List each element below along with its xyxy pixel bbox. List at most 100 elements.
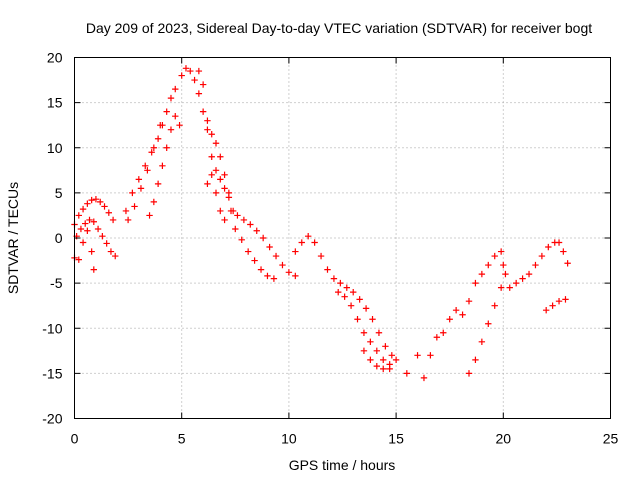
data-point bbox=[324, 266, 331, 273]
data-point bbox=[99, 232, 106, 240]
data-point bbox=[150, 198, 158, 206]
data-point bbox=[135, 176, 143, 183]
data-point bbox=[178, 72, 185, 79]
data-point bbox=[167, 94, 175, 102]
y-tick-label: 20 bbox=[47, 50, 63, 66]
data-point bbox=[485, 320, 492, 327]
data-point bbox=[420, 374, 428, 382]
data-point bbox=[77, 225, 85, 233]
data-points-layer bbox=[71, 65, 571, 382]
data-point bbox=[472, 279, 479, 287]
data-point bbox=[187, 67, 194, 75]
data-point bbox=[478, 338, 486, 345]
data-point bbox=[212, 189, 220, 197]
data-point bbox=[382, 343, 389, 350]
data-point bbox=[172, 85, 179, 93]
data-point bbox=[502, 270, 509, 278]
data-point bbox=[221, 171, 228, 179]
series-arc-2 bbox=[71, 227, 97, 273]
data-point bbox=[347, 302, 355, 309]
data-point bbox=[150, 144, 158, 151]
data-point bbox=[373, 362, 381, 370]
y-tick-label: -10 bbox=[42, 320, 62, 336]
data-point bbox=[497, 248, 505, 255]
data-point bbox=[369, 316, 376, 323]
data-point bbox=[159, 162, 166, 169]
data-point bbox=[532, 261, 539, 269]
data-point bbox=[79, 239, 87, 246]
series-arc-1 bbox=[71, 195, 117, 228]
data-point bbox=[221, 216, 228, 224]
data-point bbox=[240, 216, 248, 224]
data-point bbox=[109, 216, 117, 224]
data-point bbox=[375, 329, 383, 336]
data-point bbox=[225, 194, 233, 201]
data-point bbox=[491, 302, 498, 309]
y-tick-label: -5 bbox=[50, 275, 63, 291]
data-point bbox=[272, 252, 280, 260]
data-point bbox=[386, 365, 393, 373]
x-tick-label: 5 bbox=[178, 431, 186, 447]
series-arc-12 bbox=[292, 232, 396, 359]
y-axis: -20 -15 -10 -5 0 5 10 15 20 bbox=[42, 50, 611, 427]
data-point bbox=[92, 195, 100, 203]
y-tick-label: -20 bbox=[42, 411, 62, 427]
data-point bbox=[88, 248, 95, 255]
data-point bbox=[90, 266, 97, 273]
data-point bbox=[350, 288, 357, 296]
data-point bbox=[217, 207, 224, 215]
data-point bbox=[343, 284, 350, 291]
data-point bbox=[75, 212, 82, 219]
data-point bbox=[465, 297, 473, 305]
data-point bbox=[129, 189, 136, 197]
series-arc-8 bbox=[195, 67, 228, 224]
y-axis-label: SDTVAR / TECUs bbox=[5, 182, 21, 294]
data-point bbox=[279, 261, 286, 269]
data-point bbox=[232, 225, 239, 233]
data-point bbox=[478, 270, 486, 278]
data-point bbox=[555, 239, 563, 246]
data-point bbox=[79, 205, 87, 213]
x-axis: 0 5 10 15 20 25 bbox=[71, 57, 619, 447]
data-point bbox=[163, 108, 170, 115]
data-point bbox=[545, 243, 552, 251]
data-point bbox=[199, 108, 207, 115]
data-point bbox=[163, 144, 170, 151]
data-point bbox=[142, 162, 149, 169]
data-point bbox=[497, 284, 505, 291]
series-arc-20 bbox=[555, 239, 571, 267]
data-point bbox=[356, 296, 363, 303]
data-point bbox=[176, 121, 183, 129]
data-point bbox=[253, 227, 260, 234]
x-tick-label: 25 bbox=[603, 431, 619, 447]
x-tick-label: 20 bbox=[496, 431, 512, 447]
data-point bbox=[354, 316, 361, 323]
data-point bbox=[204, 126, 211, 133]
data-point bbox=[452, 307, 460, 314]
data-point bbox=[465, 370, 473, 377]
series-arc-9 bbox=[204, 167, 233, 201]
data-point bbox=[157, 121, 164, 129]
data-point bbox=[88, 196, 95, 204]
data-point bbox=[266, 243, 273, 251]
data-point bbox=[154, 180, 162, 188]
series-arc-14 bbox=[360, 347, 400, 373]
data-point bbox=[182, 65, 190, 72]
data-point bbox=[172, 112, 179, 120]
data-point bbox=[440, 329, 447, 336]
data-point bbox=[388, 352, 396, 359]
data-point bbox=[311, 239, 318, 246]
series-arc-3 bbox=[73, 216, 119, 260]
data-point bbox=[199, 81, 207, 88]
data-point bbox=[459, 311, 466, 318]
data-point bbox=[227, 207, 235, 215]
data-point bbox=[360, 347, 368, 355]
data-point bbox=[208, 131, 215, 138]
data-point bbox=[500, 261, 507, 269]
data-point bbox=[380, 365, 387, 373]
series-arc-6 bbox=[146, 112, 183, 219]
data-point bbox=[208, 153, 215, 160]
data-point bbox=[264, 272, 271, 280]
